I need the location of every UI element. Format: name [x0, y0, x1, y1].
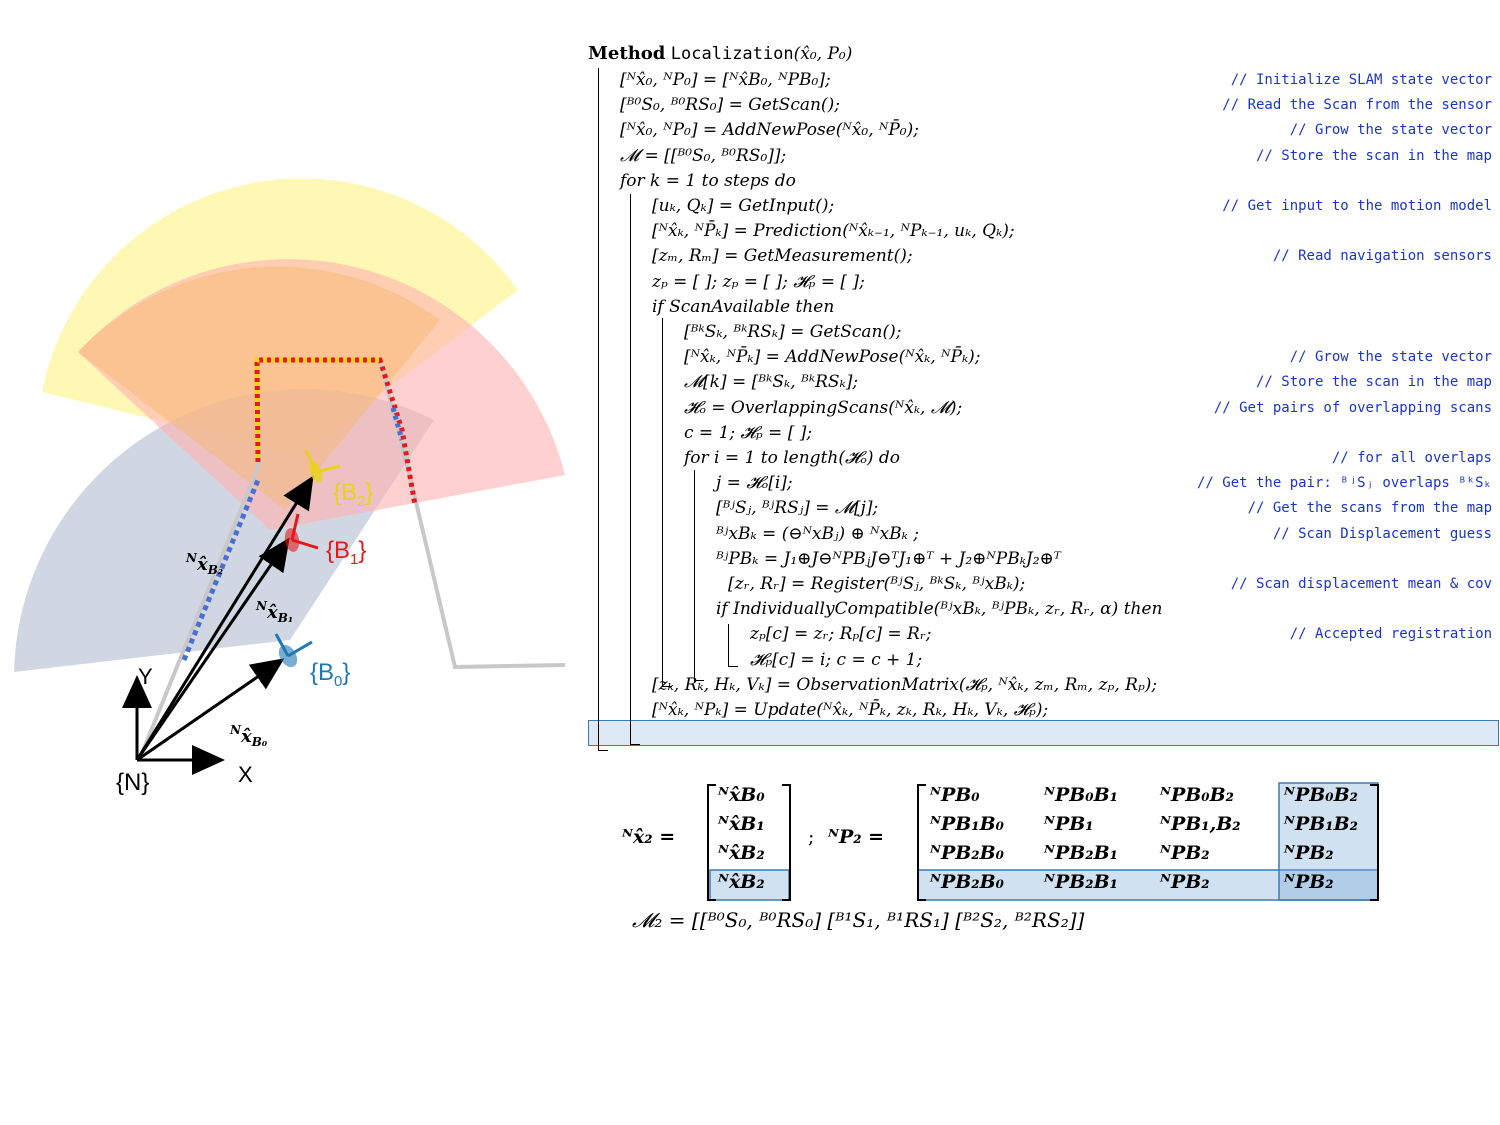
frame-B0-glyph — [274, 633, 313, 668]
algorithm-line: for i = 1 to length(𝓗ₒ) do — [684, 448, 901, 468]
algorithm-comment: // Read navigation sensors — [1272, 248, 1492, 265]
algorithm-line: [zᵣ, Rᵣ] = Register(ᴮʲSⱼ, ᴮᵏSₖ, ᴮʲxBₖ); — [728, 574, 1026, 594]
algorithm-block: Method Localization(x̂₀, P₀) [ᴺx̂₀, ᴺP₀]… — [588, 43, 1492, 751]
dotted-trajectory — [254, 357, 418, 506]
algorithm-line: j = 𝓗ₒ[i]; — [716, 473, 793, 494]
P2-cell: ᴺPB₂B₁ — [1044, 871, 1118, 893]
P2-cell: ᴺPB₁,B₂ — [1160, 813, 1241, 835]
label-axis-y: Y — [138, 664, 153, 689]
algorithm-line: if ScanAvailable then — [652, 296, 835, 317]
algorithm-line: 𝓜[k] = [ᴮᵏSₖ, ᴮᵏRSₖ]; — [684, 372, 859, 393]
P2-cell: ᴺPB₂ — [1284, 871, 1334, 893]
algorithm-line: 𝓗ₚ[c] = i; c = c + 1; — [750, 649, 923, 670]
algorithm-comment: // Initialize SLAM state vector — [1230, 72, 1492, 88]
x2-lhs: ᴺx̂₂ = — [622, 826, 676, 848]
P2-cell: ᴺPB₁B₀ — [930, 813, 1004, 835]
P2-cell: ᴺPB₁ — [1044, 813, 1094, 835]
P2-cell: ᴺPB₂B₁ — [1044, 842, 1118, 864]
P2-cell: ᴺPB₀B₁ — [1044, 784, 1118, 806]
label-axis-x: X — [238, 762, 253, 787]
algorithm-comment: // Read the Scan from the sensor — [1222, 97, 1492, 114]
x2-entry: ᴺx̂B₁ — [718, 813, 765, 835]
algorithm-comment: // Store the scan in the map — [1255, 374, 1492, 391]
P2-cell: ᴺPB₂ — [1160, 871, 1210, 893]
algorithm-line: [ᴺx̂₀, ᴺP₀] = AddNewPose(ᴺx̂₀, ᴺP̄₀); — [620, 120, 919, 141]
algorithm-line: if IndividuallyCompatible(ᴮʲxBₖ, ᴮʲPBₖ, … — [716, 599, 1163, 620]
frame-B1-glyph — [284, 513, 319, 552]
algorithm-line: [ᴮᵏSₖ, ᴮᵏRSₖ] = GetScan(); — [684, 322, 902, 342]
update-line-highlight — [588, 720, 1499, 746]
algorithm-comment: // Get pairs of overlapping scans — [1213, 399, 1492, 416]
algorithm-comment: // Grow the state vector — [1289, 349, 1492, 366]
algorithm-comment: // Scan displacement mean & cov — [1230, 576, 1492, 592]
equation-separator: ; — [808, 826, 815, 848]
label-B0: {B0} — [310, 659, 350, 690]
P2-cell: ᴺPB₁B₂ — [1284, 813, 1358, 835]
algorithm-comment: // Get input to the motion model — [1222, 198, 1492, 214]
map-M2: 𝓜₂ = [[ᴮ⁰S₀, ᴮ⁰RS₀] [ᴮ¹S₁, ᴮ¹RS₁] [ᴮ²S₂,… — [632, 908, 1085, 932]
P2-cell: ᴺPB₀B₂ — [1160, 784, 1234, 806]
vector-xhat-B0 — [136, 658, 285, 762]
algorithm-comment: // Get the pair: ᴮʲSⱼ overlaps ᴮᵏSₖ — [1196, 475, 1492, 492]
algorithm-line: 𝓜 = [[ᴮ⁰S₀, ᴮ⁰RS₀]]; — [620, 145, 787, 166]
label-B1: {B1} — [326, 537, 366, 568]
algorithm-line: ᴮʲPBₖ = J₁⊕J⊖ᴺPBⱼJ⊖ᵀJ₁⊕ᵀ + J₂⊕ᴺPBₖJ₂⊕ᵀ — [716, 548, 1061, 569]
algorithm-line: c = 1; 𝓗ₚ = [ ]; — [684, 422, 813, 443]
dotted-trajectory-yellow — [254, 357, 380, 463]
label-xhat-B1: Nx̂B₁ — [255, 599, 293, 625]
algorithm-line: [ᴮ⁰S₀, ᴮ⁰RS₀] = GetScan(); — [620, 95, 840, 116]
algorithm-comment: // Grow the state vector — [1289, 122, 1492, 139]
algorithm-line: [zₘ, Rₘ] = GetMeasurement(); — [652, 246, 913, 267]
algorithm-line: ᴮʲxBₖ = (⊖ᴺxBⱼ) ⊕ ᴺxBₖ ; — [716, 523, 919, 544]
dotted-trajectory-blue — [181, 479, 261, 661]
algorithm-comment: // Get the scans from the map — [1247, 500, 1492, 517]
algorithm-line: [uₖ, Qₖ] = GetInput(); — [652, 196, 835, 216]
algorithm-line: zₚ = [ ]; zₚ = [ ]; 𝓗ₚ = [ ]; — [652, 271, 865, 292]
algorithm-line: for k = 1 to steps do — [620, 170, 796, 191]
slam-figure: {N} X Y {B0} {B1} {B2} Nx̂B₀ Nx̂B₁ Nx̂B₂ — [14, 178, 566, 796]
algorithm-line: [ᴺx̂ₖ, ᴺPₖ] = Update(ᴺx̂ₖ, ᴺP̄ₖ, zₖ, Rₖ,… — [652, 700, 1049, 720]
algorithm-line: [ᴺx̂ₖ, ᴺP̄ₖ] = AddNewPose(ᴺx̂ₖ, ᴺP̄ₖ); — [684, 347, 981, 368]
P2-cell: ᴺPB₂B₀ — [930, 842, 1004, 864]
vector-xhat-B2 — [135, 475, 314, 761]
x2-entry: ᴺx̂B₀ — [718, 784, 765, 806]
label-xhat-B0: Nx̂B₀ — [229, 723, 268, 749]
label-xhat-B2: Nx̂B₂ — [185, 551, 223, 577]
algorithm-line: 𝓗ₒ = OverlappingScans(ᴺx̂ₖ, 𝓜); — [684, 397, 963, 418]
P2-cell: ᴺPB₂ — [1284, 842, 1334, 864]
algorithm-line: [ᴺx̂₀, ᴺP₀] = [ᴺx̂B₀, ᴺPB₀]; — [620, 70, 831, 90]
frame-B2-glyph — [304, 449, 341, 483]
scan-sector-red — [78, 259, 565, 530]
label-frame-N: {N} — [116, 769, 149, 796]
P2-cell: ᴺPB₂B₀ — [930, 871, 1004, 893]
P2-cell: ᴺPB₂ — [1160, 842, 1210, 864]
algorithm-comment: // Accepted registration — [1289, 626, 1492, 643]
algorithm-line: [ᴮʲSⱼ, ᴮʲRSⱼ] = 𝓜[j]; — [716, 498, 879, 519]
P2-cell: ᴺPB₀ — [930, 784, 980, 806]
vector-xhat-B1 — [135, 537, 290, 761]
x2-entry: ᴺx̂B₂ — [718, 842, 765, 864]
algorithm-header: Method Localization(x̂₀, P₀) — [588, 43, 853, 65]
algorithm-comment: // for all overlaps — [1331, 450, 1492, 466]
label-B2: {B2} — [333, 479, 373, 510]
algorithm-line: zₚ[c] = zᵣ; Rₚ[c] = Rᵣ; — [750, 624, 932, 645]
dotted-trajectory-blue-right — [390, 407, 405, 441]
algorithm-comment: // Scan Displacement guess — [1272, 525, 1492, 542]
algorithm-comment: // Store the scan in the map — [1255, 147, 1492, 164]
algorithm-line: [ᴺx̂ₖ, ᴺP̄ₖ] = Prediction(ᴺx̂ₖ₋₁, ᴺPₖ₋₁,… — [652, 221, 1015, 242]
x2-entry: ᴺx̂B₂ — [718, 871, 765, 893]
P2-lhs: ᴺP₂ = — [828, 826, 885, 848]
algorithm-line: [zₖ, Rₖ, Hₖ, Vₖ] = ObservationMatrix(𝓗ₚ,… — [652, 674, 1158, 695]
P2-cell: ᴺPB₀B₂ — [1284, 784, 1358, 806]
